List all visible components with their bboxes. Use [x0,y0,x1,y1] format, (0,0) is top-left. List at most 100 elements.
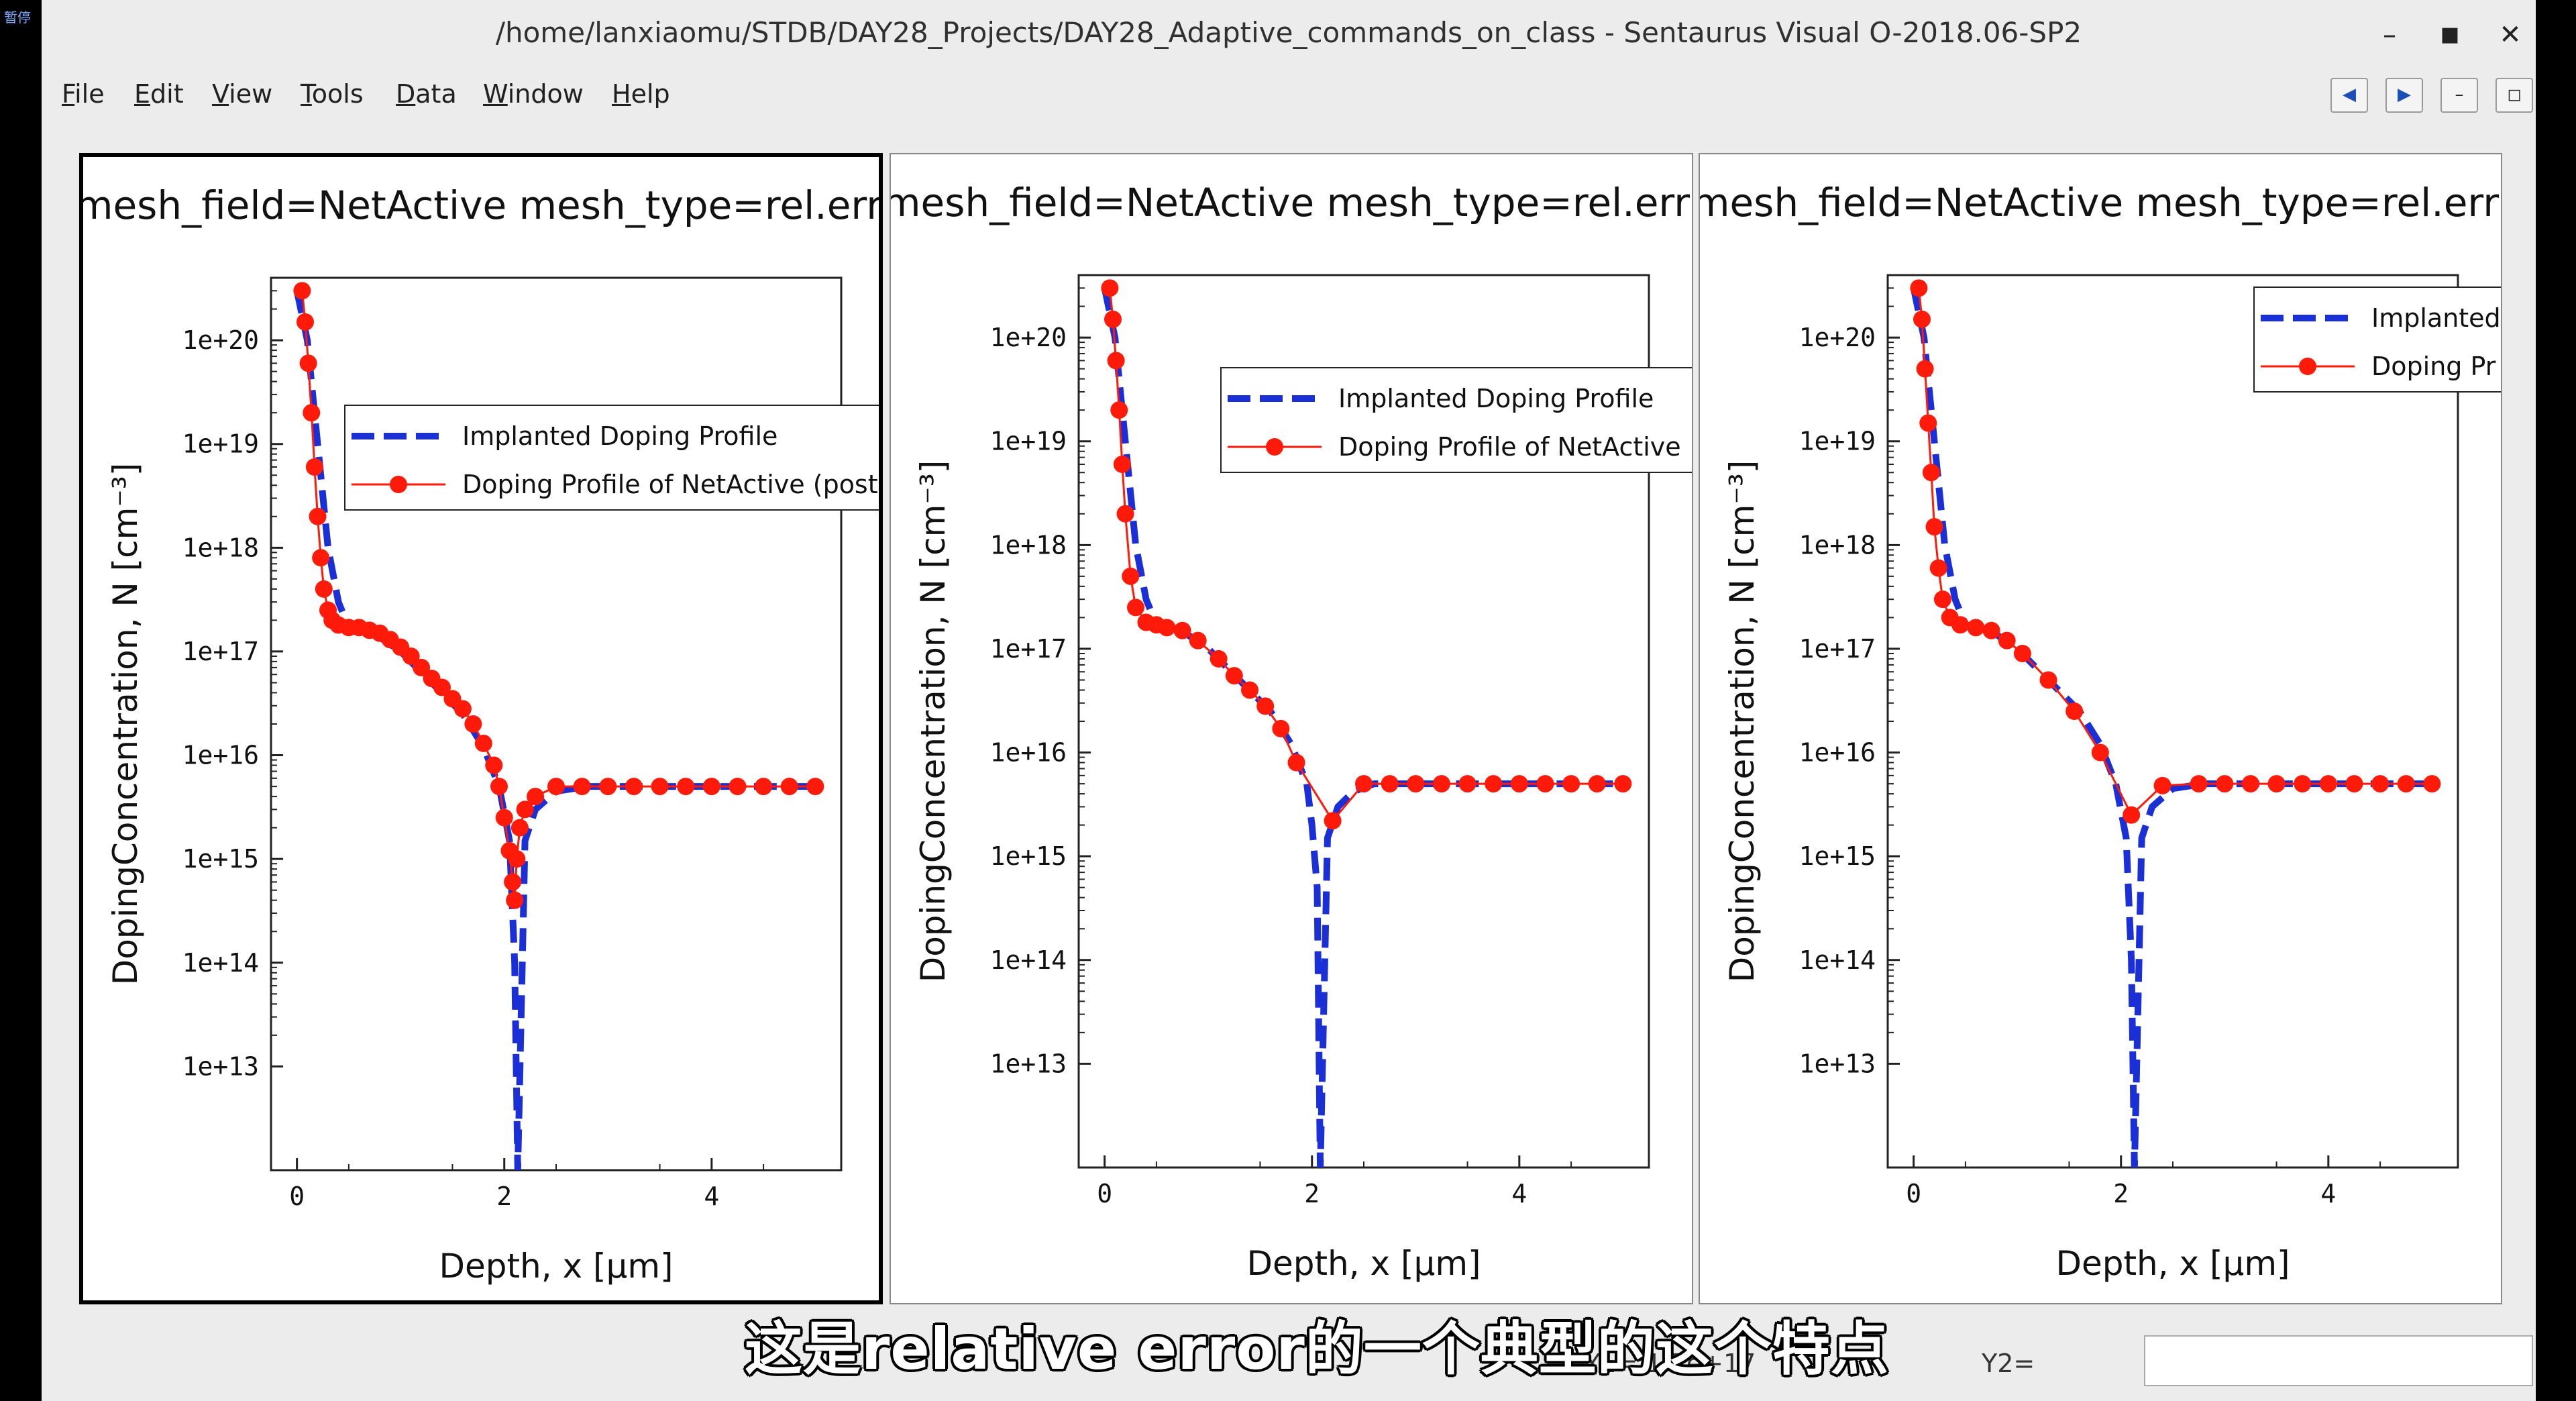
window-titlebar: /home/lanxiaomu/STDB/DAY28_Projects/DAY2… [42,0,2536,74]
doping-chart-3: mesh_field=NetActive mesh_type=rel.err 1e… [1700,180,2502,1283]
series-netactive-point [1432,775,1450,793]
series-netactive-point [1110,401,1128,419]
series-netactive-point [2216,775,2234,793]
series-netactive-point [1982,621,2000,639]
series-netactive-point [806,778,824,796]
y-tick-label: 1e+13 [182,1051,259,1081]
maximize-window-button[interactable]: ■ [2440,23,2460,46]
series-netactive-point [755,778,773,796]
series-netactive-point [2153,776,2171,794]
y-tick-label: 1e+18 [990,530,1067,560]
y-tick-label: 1e+20 [182,325,259,355]
video-subtitle: 这是relative error的一个典型的这个特点 [745,1316,1889,1383]
series-netactive-point [1588,775,1606,793]
series-netactive-point [2241,775,2259,793]
menubar: File Edit View Tools Data Window Help [42,72,2536,117]
series-netactive-point [2065,703,2084,721]
series-netactive-point [1458,775,1477,793]
series-implanted-line [1910,287,2432,1168]
y2-field[interactable] [2144,1335,2533,1386]
y-tick-label: 1e+19 [990,427,1067,456]
series-netactive-point [1104,310,1122,328]
legend[interactable]: Implanted Doping Pr [2253,287,2502,393]
previous-plot-button[interactable]: ◀ [2330,78,2368,113]
doping-chart-1: mesh_field=NetActive mesh_type=rel.err 1e… [83,183,883,1286]
y-tick-label: 1e+13 [990,1049,1067,1078]
series-netactive-line [301,291,816,902]
series-netactive-point [1116,505,1134,523]
pause-badge: 暂停 [4,9,31,25]
series-netactive-point [516,800,534,819]
y-tick-label: 1e+15 [182,844,259,874]
series-netactive-point [2397,775,2415,793]
y-tick-label: 1e+19 [182,429,259,459]
series-netactive-point [303,404,321,422]
plot-title: mesh_field=NetActive mesh_type=rel.err [1700,180,2499,225]
next-plot-button[interactable]: ▶ [2385,78,2423,113]
menu-window[interactable]: Window [483,79,584,109]
series-netactive-point [573,778,591,796]
plot-panel-3[interactable]: mesh_field=NetActive mesh_type=rel.err 1e… [1699,153,2502,1304]
series-netactive-point [402,647,420,666]
series-netactive-point [1355,775,1373,793]
series-implanted-line [1101,287,1623,1168]
y-tick-label: 1e+16 [990,738,1067,768]
menu-view[interactable]: View [212,79,273,109]
minimize-plot-area-button[interactable]: – [2440,78,2478,113]
window-title: /home/lanxiaomu/STDB/DAY28_Projects/DAY2… [495,16,2082,49]
series-netactive-point [1967,619,1985,637]
menu-data[interactable]: Data [396,79,457,109]
minimize-window-button[interactable]: – [2383,19,2396,50]
restore-plot-area-button[interactable]: ◻ [2496,78,2533,113]
menu-help[interactable]: Help [612,79,670,109]
y-tick-label: 1e+16 [182,741,259,770]
plot-panel-1[interactable]: mesh_field=NetActive mesh_type=rel.err 1e… [79,153,883,1304]
series-netactive-point [547,778,565,796]
series-netactive-point [599,778,617,796]
series-implanted-line [293,290,816,1170]
series-netactive-point [2319,775,2337,793]
series-netactive-point [2371,775,2390,793]
series-netactive-point [1287,754,1305,772]
series-netactive-point [2190,775,2208,793]
status-coordinates: Y1= 1.7e+17 [1585,1349,1756,1378]
series-netactive-point [2294,775,2312,793]
series-netactive-point [1925,518,1943,536]
menu-edit[interactable]: Edit [134,79,184,109]
plot-title: mesh_field=NetActive mesh_type=rel.err [891,180,1690,225]
x-tick-label: 4 [1511,1179,1527,1208]
plot-panel-2[interactable]: mesh_field=NetActive mesh_type=rel.err 1e… [890,153,1693,1304]
y-tick-label: 1e+17 [1799,634,1876,664]
series-netactive-point [651,778,669,796]
x-tick-label: 4 [704,1182,719,1211]
statusbar: Y1= 1.7e+17 Y2= [42,1308,2536,1401]
close-window-button[interactable]: ✕ [2499,19,2522,50]
series-netactive-point [1173,621,1191,639]
series-netactive-point [1951,616,1970,634]
series-netactive-point [1381,775,1399,793]
menu-tools[interactable]: Tools [301,79,364,109]
series-netactive-point [702,778,720,796]
x-axis-label: Depth, x [µm] [1246,1244,1481,1283]
series-netactive-point [1536,775,1554,793]
series-netactive-point [1256,697,1275,715]
legend[interactable]: Implanted Doping Profile Doping Profile o… [344,405,883,511]
legend[interactable]: Implanted Doping Profile Doping Profile o… [1220,367,1693,473]
series-netactive-point [297,313,314,331]
y-tick-label: 1e+14 [1799,945,1876,975]
series-netactive-point [1933,590,1951,609]
series-netactive-point [2423,775,2441,793]
menu-file[interactable]: File [62,79,105,109]
plot-frame [1886,274,2459,1169]
series-netactive-point [2013,645,2031,663]
series-netactive-point [508,850,526,868]
y-tick-label: 1e+15 [990,841,1067,871]
y-tick-label: 1e+20 [1799,323,1876,352]
series-netactive-point [485,756,503,774]
legend-label-implanted: Implanted Doping Profile [462,421,777,451]
series-netactive-point [1929,559,1947,577]
y-tick-label: 1e+17 [182,637,259,666]
series-netactive-point [1910,279,1928,297]
series-netactive-point [625,778,643,796]
y-tick-label: 1e+18 [182,533,259,562]
